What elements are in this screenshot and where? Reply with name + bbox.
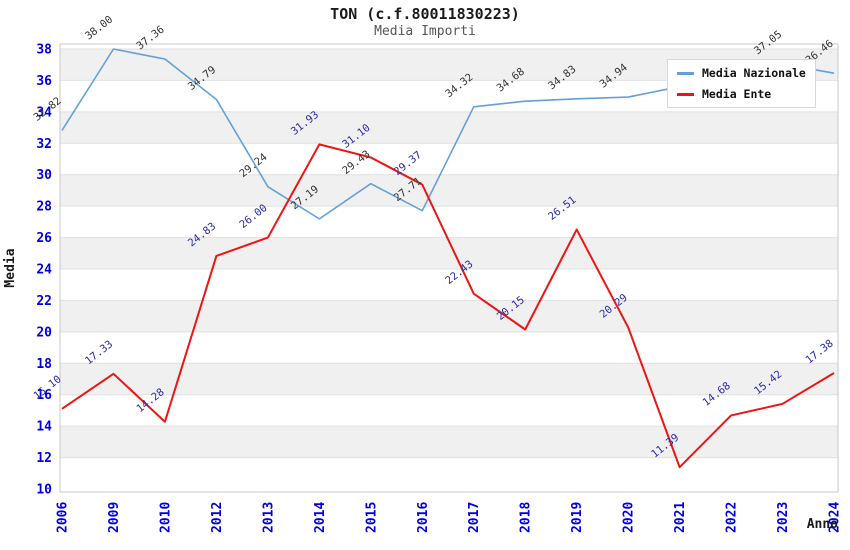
y-tick-label: 28 bbox=[36, 200, 52, 215]
legend-swatch-nazionale-icon bbox=[677, 71, 694, 75]
legend-swatch-ente-icon bbox=[677, 92, 694, 96]
x-tick-label: 2023 bbox=[776, 502, 791, 533]
x-tick-label: 2014 bbox=[313, 502, 328, 533]
x-tick-label: 2024 bbox=[828, 502, 843, 533]
y-tick-label: 34 bbox=[36, 105, 52, 120]
x-tick-label: 2006 bbox=[56, 502, 71, 533]
y-tick-label: 32 bbox=[36, 137, 52, 152]
x-axis-title: Anno bbox=[807, 517, 838, 532]
legend-label-nazionale: Media Nazionale bbox=[702, 66, 806, 80]
point-label: 29.37 bbox=[392, 149, 424, 178]
y-tick-label: 16 bbox=[36, 388, 52, 403]
legend-item-media-nazionale[interactable]: Media Nazionale bbox=[677, 66, 806, 80]
x-tick-label: 2009 bbox=[107, 502, 122, 533]
y-tick-label: 22 bbox=[36, 294, 52, 309]
chart-subtitle: Media Importi bbox=[374, 24, 476, 39]
x-tick-label: 2019 bbox=[570, 502, 585, 533]
x-tick-label: 2013 bbox=[261, 502, 276, 533]
point-label: 17.38 bbox=[803, 337, 835, 366]
y-axis-title: Media bbox=[3, 248, 18, 287]
series-line-media-ente bbox=[61, 143, 835, 469]
y-tick-label: 20 bbox=[36, 325, 52, 340]
x-tick-label: 2010 bbox=[158, 502, 173, 533]
legend: Media Nazionale Media Ente bbox=[667, 59, 816, 108]
plot-band bbox=[60, 111, 838, 144]
x-tick-label: 2017 bbox=[467, 502, 482, 533]
plot-band bbox=[60, 426, 838, 458]
plot-border bbox=[59, 43, 839, 493]
x-tick-label: 2022 bbox=[725, 502, 740, 533]
y-tick-label: 24 bbox=[36, 263, 52, 278]
x-tick-label: 2012 bbox=[210, 502, 225, 533]
x-tick-label: 2020 bbox=[622, 502, 637, 533]
plot-band bbox=[60, 363, 838, 395]
y-tick-label: 12 bbox=[36, 451, 52, 466]
chart-title: TON (c.f.80011830223) bbox=[330, 5, 520, 23]
x-tick-label: 2018 bbox=[519, 502, 534, 533]
y-tick-label: 36 bbox=[36, 74, 52, 89]
x-tick-label: 2016 bbox=[416, 502, 431, 533]
x-tick-label: 2021 bbox=[673, 502, 688, 533]
legend-item-media-ente[interactable]: Media Ente bbox=[677, 87, 806, 101]
x-tick-label: 2015 bbox=[364, 502, 379, 533]
plot-band bbox=[60, 174, 838, 207]
y-tick-label: 26 bbox=[36, 231, 52, 246]
point-label: 38.00 bbox=[83, 13, 115, 42]
y-tick-label: 18 bbox=[36, 357, 52, 372]
y-tick-label: 10 bbox=[36, 483, 52, 498]
point-label: 29.43 bbox=[340, 148, 372, 177]
legend-label-ente: Media Ente bbox=[702, 87, 772, 101]
y-tick-label: 38 bbox=[36, 43, 52, 58]
y-tick-label: 14 bbox=[36, 420, 52, 435]
plot-band bbox=[60, 300, 838, 332]
point-label: 37.36 bbox=[134, 24, 166, 53]
y-tick-label: 30 bbox=[36, 168, 52, 183]
